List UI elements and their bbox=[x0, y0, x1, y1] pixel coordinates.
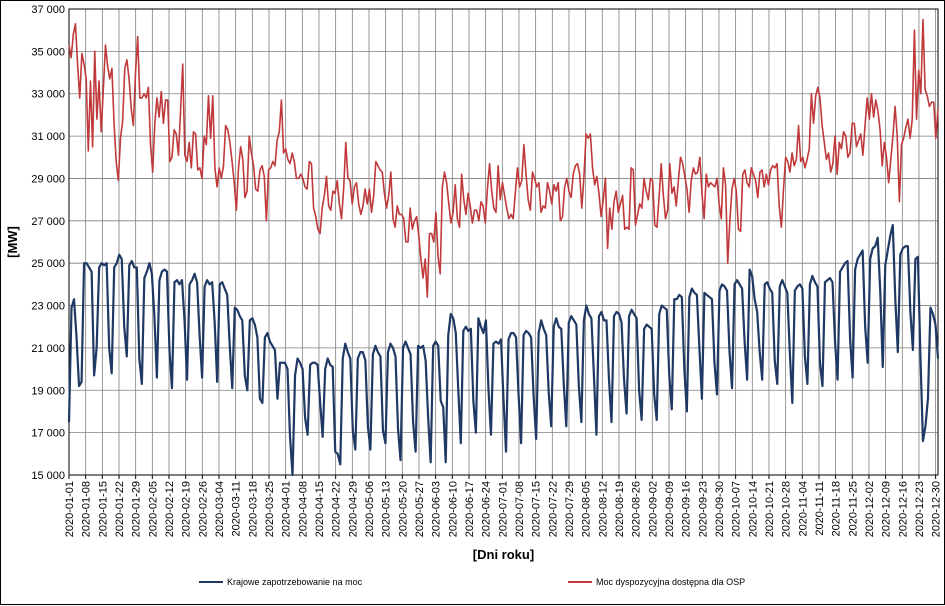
series-line-1 bbox=[67, 223, 940, 477]
legend: Krajowe zapotrzebowanie na moc Moc dyspoz… bbox=[199, 577, 745, 587]
x-tick-label: 2020-12-30 bbox=[931, 481, 943, 537]
x-tick-label: 2020-03-11 bbox=[231, 481, 243, 536]
y-tick-label: 23 000 bbox=[31, 301, 65, 313]
series-line-2 bbox=[68, 18, 939, 298]
x-tick-label: 2020-02-05 bbox=[147, 481, 159, 537]
series-layer bbox=[67, 18, 940, 477]
x-tick-label: 2020-02-19 bbox=[181, 481, 193, 537]
x-tick-label: 2020-06-10 bbox=[447, 481, 459, 537]
x-tick-label: 2020-07-08 bbox=[514, 481, 526, 537]
x-tick-label: 2020-05-27 bbox=[414, 481, 426, 537]
y-tick-label: 19 000 bbox=[31, 385, 65, 397]
x-tick-label: 2020-10-28 bbox=[781, 481, 793, 537]
y-axis-ticks: 15 000 17 000 19 000 21 000 23 000 25 000 27 0… bbox=[31, 4, 65, 482]
x-tick-label: 2020-11-11 bbox=[814, 481, 826, 536]
x-axis-ticks: 2020-01-01 2020-01-08 2020-01-15 2020-01-22… bbox=[64, 475, 943, 537]
x-tick-label: 2020-07-01 bbox=[497, 481, 509, 537]
x-tick-label: 2020-07-15 bbox=[531, 481, 543, 537]
x-tick-label: 2020-07-22 bbox=[547, 481, 559, 537]
x-tick-label: 2020-04-15 bbox=[314, 481, 326, 537]
x-tick-label: 2020-04-01 bbox=[281, 481, 293, 537]
x-tick-label: 2020-08-19 bbox=[614, 481, 626, 537]
x-tick-label: 2020-02-26 bbox=[197, 481, 209, 537]
x-tick-label: 2020-12-16 bbox=[897, 481, 909, 537]
x-tick-label: 2020-12-09 bbox=[881, 481, 893, 537]
x-tick-label: 2020-08-05 bbox=[581, 481, 593, 537]
x-tick-label: 2020-05-06 bbox=[364, 481, 376, 537]
x-tick-label: 2020-11-25 bbox=[847, 481, 859, 536]
x-tick-label: 2020-01-22 bbox=[114, 481, 126, 537]
y-tick-label: 29 000 bbox=[31, 173, 65, 185]
legend-label-2: Moc dyspozycyjna dostępna dla OSP bbox=[596, 577, 745, 587]
x-tick-label: 2020-03-25 bbox=[264, 481, 276, 537]
x-tick-label: 2020-08-26 bbox=[631, 481, 643, 537]
x-tick-label: 2020-07-29 bbox=[564, 481, 576, 537]
x-tick-label: 2020-11-04 bbox=[797, 481, 809, 536]
y-tick-label: 17 000 bbox=[31, 428, 65, 440]
x-tick-label: 2020-01-08 bbox=[81, 481, 93, 537]
y-tick-label: 27 000 bbox=[31, 216, 65, 228]
x-tick-label: 2020-12-23 bbox=[914, 481, 926, 537]
y-axis-label: [MW] bbox=[5, 226, 20, 258]
x-tick-label: 2020-06-03 bbox=[431, 481, 443, 537]
y-tick-label: 21 000 bbox=[31, 343, 65, 355]
x-tick-label: 2020-05-20 bbox=[397, 481, 409, 537]
x-tick-label: 2020-10-07 bbox=[731, 481, 743, 537]
x-tick-label: 2020-03-04 bbox=[214, 481, 226, 537]
x-tick-label: 2020-10-21 bbox=[764, 481, 776, 537]
x-tick-label: 2020-09-16 bbox=[681, 481, 693, 537]
x-tick-label: 2020-11-18 bbox=[831, 481, 843, 536]
x-tick-label: 2020-04-22 bbox=[331, 481, 343, 537]
x-tick-label: 2020-04-08 bbox=[297, 481, 309, 537]
legend-label-1: Krajowe zapotrzebowanie na moc bbox=[227, 577, 363, 587]
plot-border bbox=[68, 8, 939, 476]
plot-area bbox=[68, 8, 939, 476]
x-tick-label: 2020-09-23 bbox=[697, 481, 709, 537]
y-tick-label: 25 000 bbox=[31, 258, 65, 270]
y-tick-label: 15 000 bbox=[31, 470, 65, 482]
x-tick-label: 2020-06-17 bbox=[464, 481, 476, 537]
x-tick-label: 2020-10-14 bbox=[747, 481, 759, 537]
y-tick-label: 31 000 bbox=[31, 131, 65, 143]
x-tick-label: 2020-09-09 bbox=[664, 481, 676, 537]
x-axis-label: [Dni roku] bbox=[473, 547, 534, 562]
y-tick-label: 33 000 bbox=[31, 89, 65, 101]
x-tick-label: 2020-02-12 bbox=[164, 481, 176, 537]
x-tick-label: 2020-01-29 bbox=[131, 481, 143, 537]
x-tick-label: 2020-09-30 bbox=[714, 481, 726, 537]
x-tick-label: 2020-05-13 bbox=[381, 481, 393, 537]
x-tick-label: 2020-08-12 bbox=[597, 481, 609, 537]
x-tick-label: 2020-06-24 bbox=[481, 481, 493, 537]
x-tick-label: 2020-09-02 bbox=[647, 481, 659, 537]
x-tick-label: 2020-01-01 bbox=[64, 481, 76, 537]
x-tick-label: 2020-12-02 bbox=[864, 481, 876, 537]
x-tick-label: 2020-04-29 bbox=[347, 481, 359, 537]
y-tick-label: 37 000 bbox=[31, 4, 65, 16]
x-tick-label: 2020-03-18 bbox=[247, 481, 259, 537]
x-tick-label: 2020-01-15 bbox=[97, 481, 109, 537]
y-tick-label: 35 000 bbox=[31, 46, 65, 58]
